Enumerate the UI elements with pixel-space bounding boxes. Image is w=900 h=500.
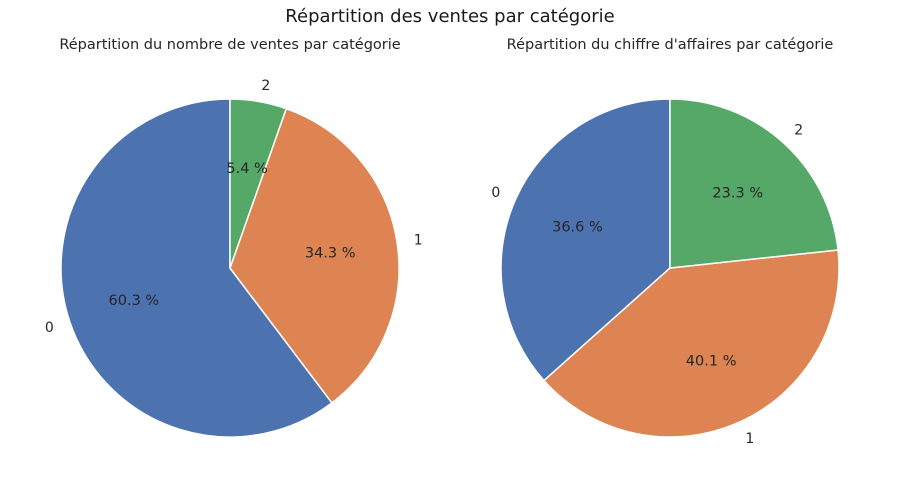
category-label-0-2: 2 bbox=[261, 78, 270, 94]
pie-slice-1-1 bbox=[543, 249, 840, 438]
chart-title-1: Répartition du chiffre d'affaires par ca… bbox=[507, 37, 834, 53]
pct-label-0-2: 5.4 % bbox=[226, 161, 267, 177]
category-label-0-1: 1 bbox=[414, 233, 423, 249]
category-label-0-0: 0 bbox=[45, 320, 54, 336]
category-label-1-1: 1 bbox=[745, 431, 754, 447]
pct-label-0-0: 60.3 % bbox=[109, 293, 160, 309]
pct-label-1-0: 36.6 % bbox=[552, 220, 603, 236]
category-label-1-2: 2 bbox=[794, 123, 803, 139]
figure-title: Répartition des ventes par catégorie bbox=[285, 6, 615, 27]
pie-slice-1-0 bbox=[500, 98, 671, 382]
pie-slice-0-1 bbox=[229, 107, 400, 404]
pie-slice-1-2 bbox=[669, 98, 839, 269]
pie-chart-1: Répartition du chiffre d'affaires par ca… bbox=[491, 37, 840, 447]
pct-label-0-1: 34.3 % bbox=[305, 245, 356, 261]
pie-slice-0-0 bbox=[60, 98, 333, 438]
pct-label-1-2: 23.3 % bbox=[712, 186, 763, 202]
pie-slice-0-2 bbox=[229, 98, 287, 269]
category-label-1-0: 0 bbox=[491, 185, 500, 201]
pie-chart-0: Répartition du nombre de ventes par caté… bbox=[45, 37, 423, 438]
chart-title-0: Répartition du nombre de ventes par caté… bbox=[59, 37, 400, 53]
pct-label-1-1: 40.1 % bbox=[686, 354, 737, 370]
